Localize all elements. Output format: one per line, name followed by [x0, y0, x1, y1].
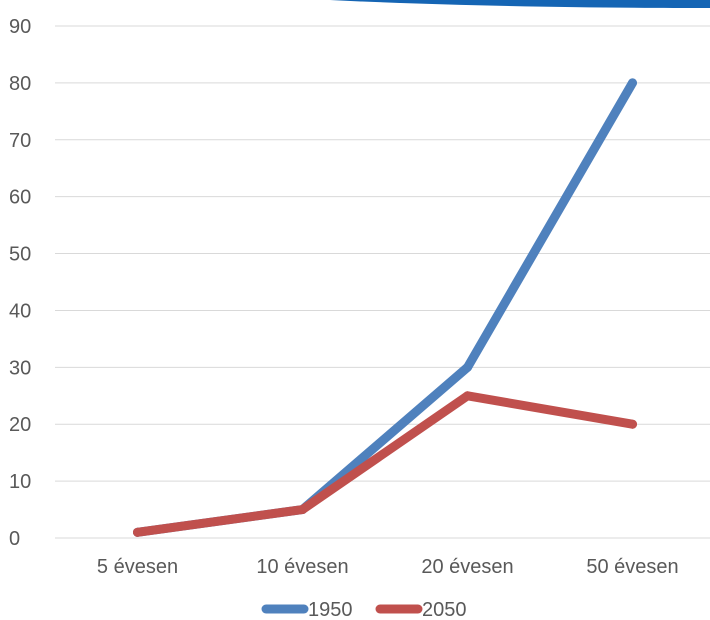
legend: 1950 2050	[261, 599, 467, 620]
y-tick-label: 50	[9, 244, 31, 266]
y-tick-label: 60	[9, 187, 31, 209]
y-axis: 0 10 20 30 40 50 60 70 80 90	[9, 16, 31, 550]
x-tick-label: 50 évesen	[586, 556, 678, 578]
data-point-2050	[628, 419, 637, 429]
x-tick-label: 5 évesen	[97, 556, 178, 578]
y-tick-label: 90	[9, 16, 31, 38]
y-tick-label: 80	[9, 73, 31, 95]
x-tick-label: 20 évesen	[421, 556, 513, 578]
y-tick-label: 10	[9, 471, 31, 493]
x-tick-label: 10 évesen	[256, 556, 348, 578]
header-banner-fragment	[330, 0, 710, 8]
legend-label-2050: 2050	[422, 599, 467, 620]
y-tick-label: 20	[9, 414, 31, 436]
y-tick-label: 70	[9, 130, 31, 152]
x-axis: 5 évesen 10 évesen 20 évesen 50 évesen	[97, 556, 679, 578]
data-point-1950	[463, 362, 472, 372]
data-point-2050	[298, 505, 307, 515]
y-tick-label: 0	[9, 528, 20, 550]
plot-area	[133, 78, 637, 537]
series-line-1950	[133, 78, 637, 537]
y-tick-label: 30	[9, 357, 31, 379]
data-point-2050	[463, 391, 472, 401]
y-tick-label: 40	[9, 300, 31, 322]
series-line-2050	[133, 391, 637, 537]
gridlines	[55, 25, 710, 539]
data-point-2050	[133, 527, 142, 537]
data-point-1950	[628, 78, 637, 88]
legend-label-1950: 1950	[308, 599, 353, 620]
